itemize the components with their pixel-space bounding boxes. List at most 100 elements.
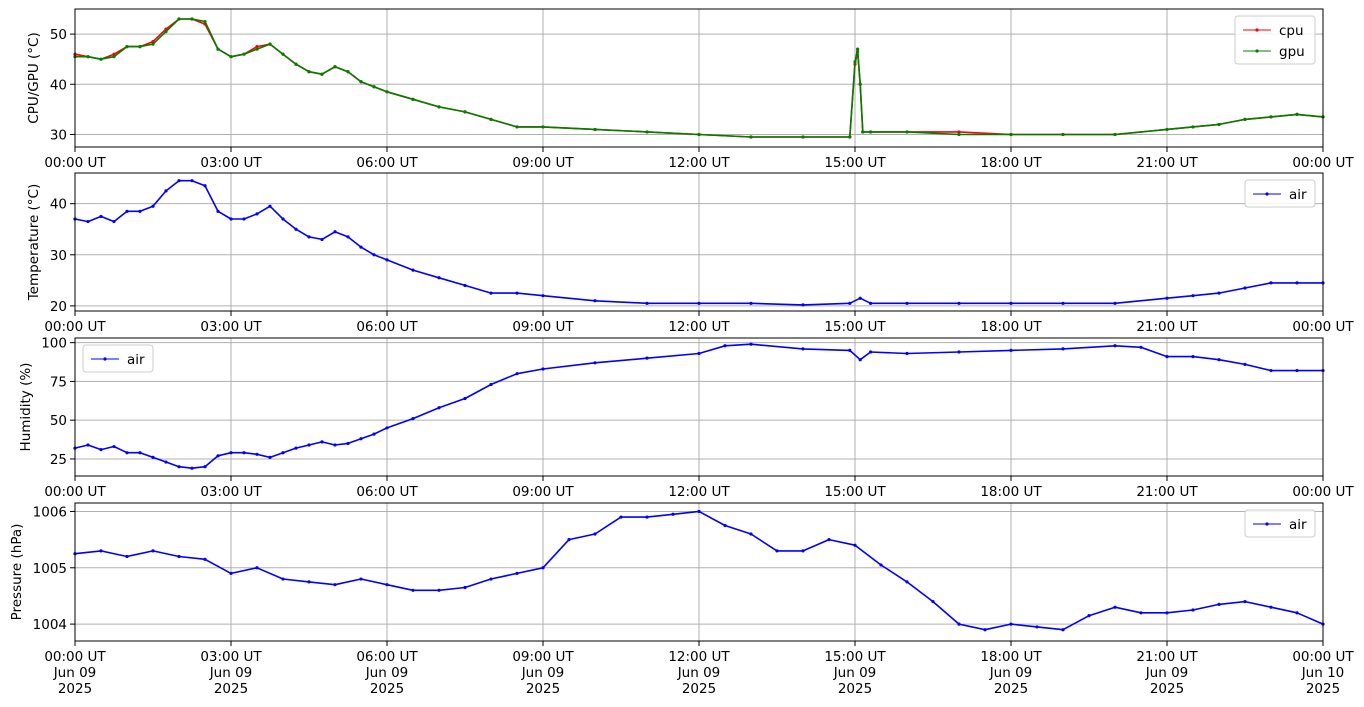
- data-point-gpu: [164, 29, 168, 34]
- data-point-gpu: [645, 130, 649, 134]
- data-point-gpu: [853, 60, 857, 64]
- x-tick-label: 09:00 UT: [512, 155, 574, 171]
- x-tick-label: 18:00 UT: [980, 319, 1042, 335]
- data-point-gpu: [1061, 132, 1065, 137]
- legend-marker: [1255, 49, 1259, 53]
- legend-label: air: [127, 352, 145, 368]
- y-axis-title: CPU/GPU (°C): [26, 32, 42, 123]
- data-point-air: [1269, 368, 1273, 373]
- data-point-air: [125, 554, 129, 559]
- legend: air: [1244, 179, 1316, 208]
- data-point-air: [255, 566, 259, 570]
- x-tick-label: 06:00 UT: [356, 484, 418, 500]
- legend-label: cpu: [1279, 23, 1304, 39]
- data-point-air: [203, 557, 207, 561]
- data-point-air: [385, 426, 389, 430]
- data-point-air: [437, 406, 441, 410]
- series-line-gpu: [75, 18, 1324, 138]
- data-point-air: [359, 245, 363, 249]
- x-tick-label: 00:00 UT: [1292, 319, 1354, 335]
- y-tick-label: 20: [50, 299, 67, 315]
- data-point-gpu: [138, 45, 142, 49]
- data-point-gpu: [268, 42, 272, 46]
- data-point-air: [645, 515, 649, 519]
- legend: air: [1244, 509, 1316, 538]
- data-point-air: [1009, 622, 1013, 626]
- data-point-gpu: [372, 85, 376, 89]
- data-point-gpu: [957, 132, 961, 137]
- data-point-gpu: [281, 52, 285, 56]
- data-point-air: [229, 217, 233, 221]
- data-point-gpu: [1165, 127, 1169, 132]
- x-tick-label: 00:00 UT: [44, 319, 106, 335]
- data-point-air: [697, 351, 701, 356]
- data-point-air: [203, 465, 207, 469]
- data-point-gpu: [1113, 132, 1117, 137]
- data-point-air: [359, 577, 363, 581]
- data-point-gpu: [346, 70, 350, 74]
- data-point-air: [801, 347, 805, 351]
- data-point-air: [858, 296, 862, 300]
- legend-label: air: [1289, 517, 1307, 533]
- x-tick-label: 06:00 UT: [356, 319, 418, 335]
- data-point-air: [749, 301, 753, 305]
- data-point-gpu: [1269, 115, 1273, 119]
- data-point-gpu: [541, 125, 545, 129]
- data-point-air: [268, 455, 272, 459]
- data-point-air: [489, 577, 493, 581]
- data-point-air: [671, 512, 675, 516]
- legend-marker: [1265, 192, 1269, 196]
- data-point-air: [190, 466, 194, 470]
- data-point-gpu: [1295, 112, 1299, 116]
- data-point-air: [437, 276, 441, 280]
- data-point-air: [1243, 362, 1247, 366]
- data-point-air: [307, 443, 311, 447]
- data-point-air: [1191, 294, 1195, 298]
- data-point-gpu: [203, 19, 207, 24]
- data-point-air: [216, 209, 220, 213]
- data-point-air: [983, 628, 987, 632]
- data-point-air: [697, 509, 701, 514]
- data-point-air: [1087, 614, 1091, 618]
- x-tick-label: 09:00 UT: [512, 484, 574, 500]
- legend: cpu gpu: [1234, 15, 1316, 65]
- y-tick-label: 40: [50, 197, 67, 213]
- data-point-air: [848, 301, 852, 305]
- data-point-air: [1009, 301, 1013, 305]
- data-point-air: [931, 599, 935, 604]
- x-tick-label: 06:00 UT: [356, 155, 418, 171]
- x-tick-label: 00:00 UT: [44, 484, 106, 500]
- data-point-gpu: [1217, 122, 1221, 127]
- data-point-air: [1113, 301, 1117, 305]
- data-point-air: [515, 571, 519, 576]
- data-point-air: [1295, 281, 1299, 285]
- data-point-air: [697, 301, 701, 305]
- x-tick-label: 21:00 UT: [1136, 155, 1198, 171]
- data-point-air: [385, 583, 389, 587]
- data-point-gpu: [856, 47, 860, 51]
- data-point-air: [99, 549, 103, 553]
- data-point-air: [151, 204, 155, 208]
- data-point-gpu: [216, 47, 220, 51]
- data-point-air: [593, 532, 597, 536]
- data-point-air: [858, 358, 862, 362]
- data-point-air: [242, 217, 246, 221]
- legend-label: air: [1289, 187, 1307, 203]
- data-point-air: [593, 299, 597, 303]
- data-point-air: [1165, 611, 1169, 615]
- x-tick-label: 12:00 UT Jun 09 2025: [668, 649, 730, 697]
- chart-panel-3: 25 50 75 100 00:00 UT 03:00 UT 06:00 UT 09:00 U…: [18, 336, 1354, 500]
- data-point-air: [1217, 602, 1221, 606]
- data-point-air: [593, 361, 597, 365]
- y-tick-label: 1006: [33, 504, 67, 520]
- data-point-air: [1009, 348, 1013, 353]
- data-point-gpu: [905, 130, 909, 134]
- data-point-air: [567, 538, 571, 542]
- x-tick-label: 09:00 UT: [512, 319, 574, 335]
- data-point-gpu: [848, 135, 852, 139]
- data-point-air: [99, 214, 103, 219]
- data-point-air: [489, 382, 493, 387]
- data-point-air: [1191, 355, 1195, 359]
- y-tick-label: 1004: [33, 617, 67, 633]
